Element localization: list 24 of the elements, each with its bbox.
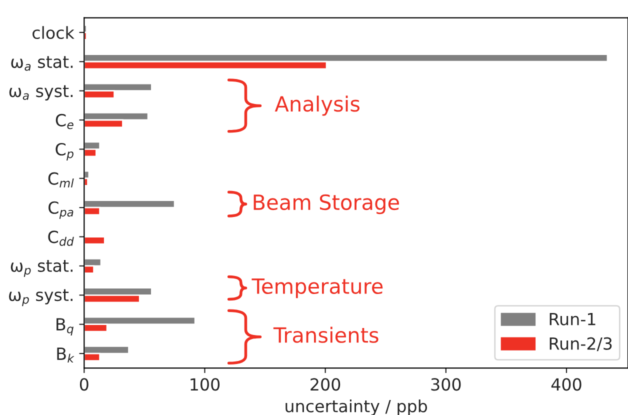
y-tick-label: ω$_{p}$ syst. — [9, 289, 72, 306]
bar — [84, 236, 106, 245]
y-tick-label: B$_{k}$ — [57, 348, 74, 363]
y-tick-label: B$_{q}$ — [56, 318, 74, 336]
x-tick-label: 0 — [80, 378, 88, 391]
y-tick-label: C$_{p}$ — [56, 142, 74, 160]
x-tick-label: 100 — [190, 378, 220, 391]
legend-label: Run-1 — [550, 313, 596, 326]
y-tick-label: ω$_{a}$ stat. — [11, 56, 73, 71]
y-tick-label: C$_{ml}$ — [48, 172, 74, 188]
y-tick-label: clock — [32, 26, 74, 40]
annotation: Transients — [273, 326, 378, 343]
y-tick-label: ω$_{a}$ syst. — [9, 85, 73, 100]
y-tick-label: C$_{dd}$ — [48, 230, 74, 246]
y-tick-label: ω$_{p}$ stat. — [10, 260, 73, 277]
y-tick-label: C$_{e}$ — [56, 114, 74, 130]
annotation: Temperature — [252, 278, 383, 298]
x-tick-label: 300 — [431, 378, 461, 391]
x-tick-label: 200 — [310, 378, 340, 391]
annotation: Analysis — [274, 96, 360, 116]
x-tick-label: 400 — [551, 378, 582, 391]
y-tick-label: C$_{pa}$ — [48, 201, 74, 219]
annotation: Beam Storage — [254, 194, 399, 214]
legend-label: Run-2/3 — [550, 337, 612, 352]
